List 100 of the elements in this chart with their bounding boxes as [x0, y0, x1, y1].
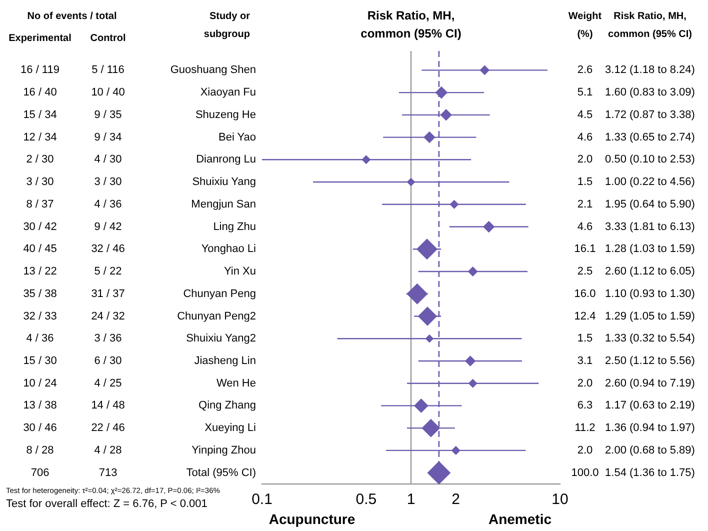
text: 2.6 — [577, 64, 593, 76]
text: 9 / 34 — [94, 131, 122, 144]
text: 15 / 34 — [23, 108, 57, 121]
text: 12.4 — [574, 310, 596, 322]
y-tick-label: Shuixiu Yang — [192, 176, 256, 188]
text: 30 / 42 — [23, 220, 57, 233]
text: 11.2 — [574, 422, 596, 434]
y-tick-label: Guoshuang Shen — [170, 64, 256, 76]
y-tick-label: Yin Xu — [224, 266, 256, 278]
data-label: 2.60 (1.12 to 6.05) — [605, 266, 695, 278]
text: 2 / 30 — [26, 154, 54, 166]
text: 5 / 116 — [92, 64, 124, 76]
data-label: 2.50 (1.12 to 5.56) — [605, 355, 695, 368]
text: 8 / 28 — [26, 444, 54, 456]
text: No of events / total — [27, 10, 117, 22]
text: 2.0 — [577, 154, 593, 166]
y-tick-label: Xiaoyan Fu — [200, 86, 256, 99]
y-tick-label: Jiasheng Lin — [194, 355, 256, 368]
text: 31 / 37 — [91, 288, 125, 300]
data-label: 1.54 (1.36 to 1.75) — [605, 466, 695, 479]
x-tick-label: 0.5 — [356, 491, 377, 508]
y-tick-label: Total (95% CI) — [186, 466, 256, 479]
data-label: 1.36 (0.94 to 1.97) — [605, 422, 695, 434]
text: 10 / 24 — [23, 377, 57, 390]
text: 6.3 — [577, 400, 593, 412]
text: 8 / 37 — [26, 198, 54, 210]
text: 35 / 38 — [23, 288, 57, 300]
y-tick-label: Chunyan Peng — [183, 288, 256, 300]
text: 16.0 — [574, 288, 596, 300]
data-label: 0.50 (0.10 to 2.53) — [605, 154, 695, 166]
text: 16 / 119 — [20, 64, 60, 76]
text: 13 / 22 — [23, 266, 57, 278]
data-label: 1.29 (1.05 to 1.59) — [605, 310, 695, 322]
y-tick-label: Yinping Zhou — [192, 444, 256, 456]
x-tick-label: 10 — [552, 491, 568, 508]
data-label: 2.60 (0.94 to 7.19) — [605, 377, 695, 390]
text: 2.0 — [577, 444, 593, 456]
text: 3 / 30 — [26, 176, 54, 188]
y-tick-label: Shuzeng He — [195, 108, 256, 121]
text: 3 / 36 — [94, 332, 122, 345]
text: 4.5 — [577, 108, 593, 121]
y-tick-label: Wen He — [216, 377, 256, 390]
y-tick-label: Yonghao Li — [201, 243, 256, 256]
text: 4.6 — [577, 131, 593, 144]
text: 14 / 48 — [91, 400, 125, 412]
text: Test for overall effect: Z = 6.76, P < 0.001 — [6, 498, 208, 510]
data-label: 2.00 (0.68 to 5.89) — [605, 444, 695, 456]
text: 16.1 — [574, 243, 596, 256]
text: 4 / 28 — [94, 444, 122, 456]
text: Study or subgroup — [204, 10, 250, 40]
text: 706 — [30, 466, 50, 479]
text: 4 / 36 — [26, 332, 54, 345]
text: Acupuncture — [268, 510, 356, 527]
data-label: 1.28 (1.03 to 1.59) — [605, 243, 695, 256]
data-label: 1.00 (0.22 to 4.56) — [605, 176, 695, 188]
text: 9 / 35 — [94, 108, 122, 121]
text: 100.0 — [571, 466, 599, 479]
y-tick-label: Chunyan Peng2 — [177, 310, 256, 322]
y-tick-label: Dianrong Lu — [196, 154, 256, 166]
text: 9 / 42 — [94, 220, 122, 233]
text: 40 / 45 — [23, 243, 57, 256]
text: 4.6 — [577, 220, 593, 233]
data-label: 1.72 (0.87 to 3.38) — [605, 108, 695, 121]
y-tick-label: Bei Yao — [218, 131, 256, 144]
text: 1.5 — [577, 176, 593, 188]
y-tick-label: Mengjun San — [191, 198, 256, 210]
text: 10 / 40 — [91, 86, 125, 99]
data-label: 3.33 (1.81 to 6.13) — [605, 220, 695, 233]
text: 2.0 — [577, 377, 593, 390]
text: 12 / 34 — [23, 131, 57, 144]
text: 3 / 30 — [94, 176, 122, 188]
text: 6 / 30 — [94, 355, 122, 368]
text: 4 / 30 — [94, 154, 122, 166]
text: 5 / 22 — [94, 266, 122, 278]
text: 15 / 30 — [23, 355, 57, 368]
data-label: 1.17 (0.63 to 2.19) — [605, 400, 695, 412]
chart-title: Risk Ratio, MH, common (95% CI) — [360, 8, 462, 40]
x-tick-label: 0.1 — [252, 491, 272, 508]
x-tick-label: 2 — [452, 491, 460, 508]
y-tick-label: Qing Zhang — [198, 400, 256, 412]
data-label: 1.33 (0.65 to 2.74) — [605, 131, 695, 144]
text: 16 / 40 — [23, 86, 57, 99]
text: 13 / 38 — [23, 400, 57, 412]
text: 22 / 46 — [91, 422, 125, 434]
text: Anemetic — [488, 510, 552, 527]
text: 3.1 — [577, 355, 593, 368]
text: Control — [90, 32, 126, 44]
text: 24 / 32 — [91, 310, 125, 322]
y-tick-label: Xueying Li — [204, 422, 256, 434]
text: 1.5 — [577, 332, 593, 345]
text: 32 / 33 — [23, 310, 57, 322]
data-label: 1.95 (0.64 to 5.90) — [605, 198, 695, 210]
data-label: 3.12 (1.18 to 8.24) — [605, 64, 695, 76]
data-label: 1.33 (0.32 to 5.54) — [605, 332, 695, 345]
text: 4 / 25 — [94, 377, 122, 390]
text: 2.5 — [577, 266, 593, 278]
data-label: 1.10 (0.93 to 1.30) — [605, 288, 695, 300]
text: 2.1 — [577, 198, 593, 210]
y-tick-label: Shuixiu Yang2 — [186, 332, 256, 345]
text: 4 / 36 — [94, 198, 122, 210]
